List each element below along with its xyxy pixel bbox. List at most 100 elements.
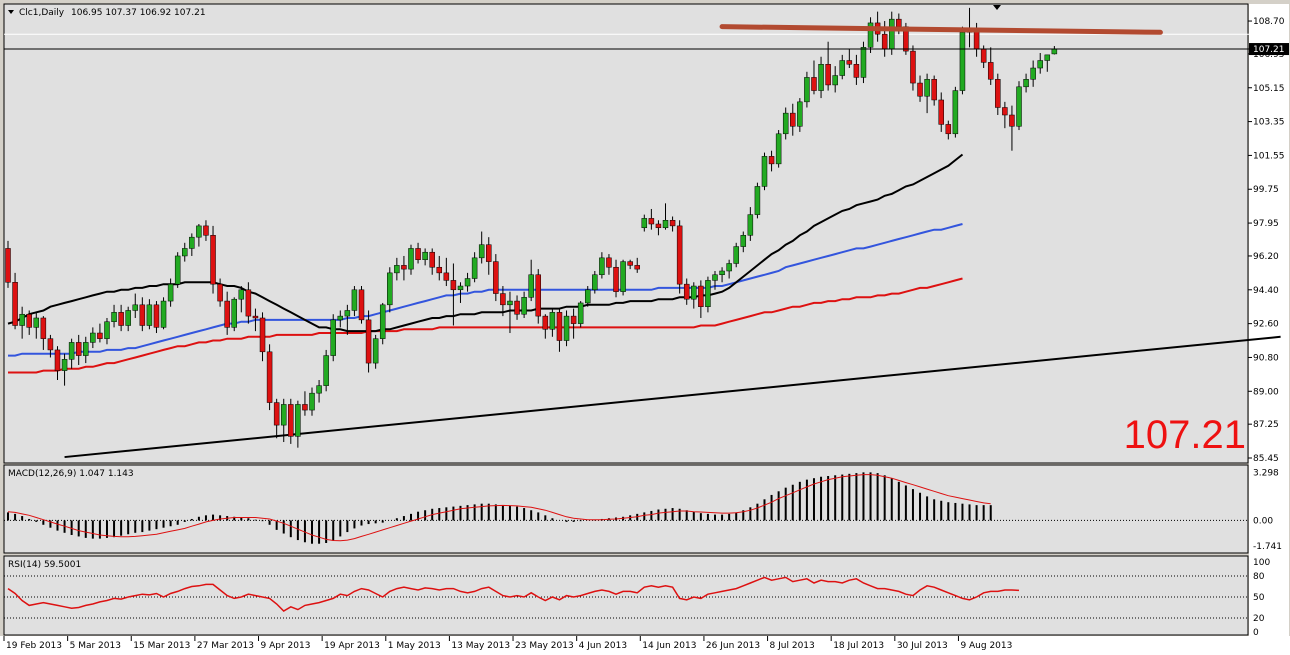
macd-panel[interactable] [3,464,1249,554]
candle-body [450,280,457,291]
candle [1009,105,1015,151]
candle [952,86,959,138]
candle [358,286,365,324]
candle [26,310,32,335]
candle [910,45,916,91]
candle [1002,101,1008,129]
candle [337,310,344,328]
candle-body [111,312,117,322]
time-tick-label: 13 May 2013 [451,641,510,651]
candle-body [648,218,655,225]
candle-body [634,265,640,270]
candle [111,304,117,328]
candle-body [804,77,810,103]
candle [245,282,252,324]
candle [160,297,167,330]
rsi-tick-label: 0 [1253,628,1259,638]
candle [351,286,358,317]
candle-body [443,272,450,281]
candle-body [309,392,315,411]
candle-body [1009,114,1015,127]
candle [75,334,82,365]
candle-body [867,22,874,48]
candle [683,278,690,305]
candle [662,203,669,230]
candle [379,302,386,345]
candle-body [846,60,853,65]
candle [387,267,393,313]
candle [698,280,704,318]
candle [1037,52,1043,74]
price-tick-label: 94.40 [1253,286,1279,296]
candle-body [210,235,216,285]
price-tick-label: 89.00 [1253,387,1279,397]
candle [118,304,124,332]
candle-body [620,261,626,292]
shift-marker-icon[interactable] [993,5,1001,10]
candle [655,220,662,236]
candle-body [83,342,89,356]
candle-body [889,18,895,50]
candle [316,380,322,403]
time-tick-label: 9 Apr 2013 [261,641,311,651]
candle-body [945,124,952,135]
candle [818,56,824,99]
candle [860,41,867,84]
candle-body [167,283,174,302]
candle [1023,73,1029,93]
candle [372,334,379,369]
rsi-panel[interactable] [3,555,1249,636]
time-tick-label: 15 Mar 2013 [133,641,190,651]
candle [987,47,994,85]
candle-body [592,274,598,291]
candle-body [549,312,556,330]
rsi-tick-label: 50 [1253,593,1265,603]
support-trendline [64,335,1281,459]
candle-body [252,315,259,319]
candle [450,263,457,326]
candle [288,398,294,444]
candle [528,259,534,302]
candle-body [189,236,195,249]
candle [754,182,761,219]
candle-body [457,285,464,291]
candle-body [521,297,527,315]
candle-body [132,304,139,311]
price-tick-label: 85.45 [1253,454,1279,464]
candle [238,286,245,313]
candle-body [514,300,520,315]
candle-body [344,310,351,317]
candle-body [365,319,372,364]
candle [457,282,464,303]
candle-body [924,79,930,97]
candle [68,338,75,369]
candle-body [288,404,294,437]
candle-body [387,272,393,306]
candle-body [464,278,471,287]
y-axis-labels: 108.70106.95105.15103.35101.5599.7597.95… [4,17,1289,638]
resistance-line [719,24,1163,35]
candle-body [337,315,344,321]
candle-body [139,304,146,326]
candle-body [761,156,768,187]
candle [493,254,499,302]
candle [917,75,923,102]
candle [302,391,308,416]
candle-body [174,255,181,285]
candle-body [669,220,676,227]
candle-body [959,32,966,91]
candle [90,327,96,349]
ohlc-label: 106.95 107.37 106.92 107.21 [71,8,206,18]
candle [747,207,754,241]
candle [705,276,711,313]
dropdown-arrow-icon[interactable] [8,10,14,14]
candle-body [401,265,407,270]
candle-body [747,214,754,236]
candle [309,387,315,416]
price-panel[interactable] [3,3,1249,464]
candle [224,291,230,335]
candle [394,257,400,281]
candle [436,255,443,281]
candle-body [372,338,379,364]
